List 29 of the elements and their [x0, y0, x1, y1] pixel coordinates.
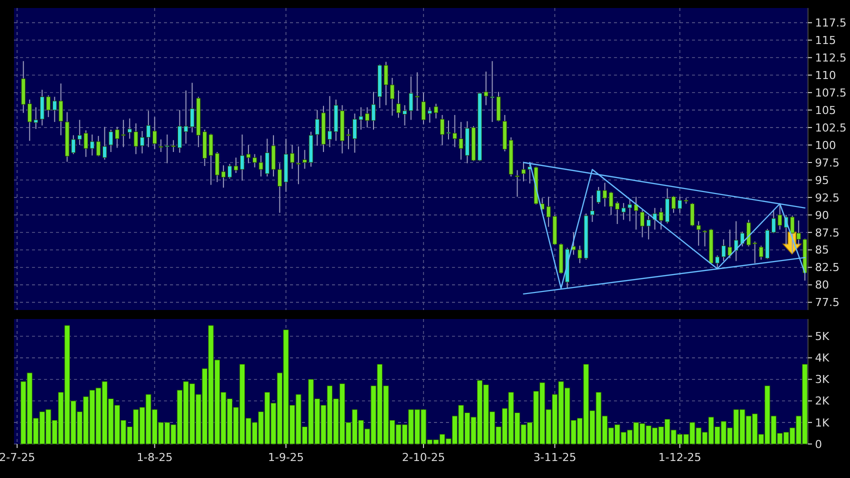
y-tick-label: 90 — [815, 208, 829, 222]
y-tick-label: 92.5 — [815, 191, 840, 204]
y-tick-label: 87.5 — [815, 226, 840, 240]
y-tick-label: 3K — [815, 373, 830, 386]
y-tick-label: 2K — [815, 394, 830, 408]
x-tick-label: 3-11-25 — [533, 451, 576, 464]
x-tick-label: 2-10-25 — [402, 451, 445, 464]
y-tick-label: 85 — [815, 244, 829, 257]
y-tick-label: 0 — [815, 438, 822, 451]
y-tick-label: 80 — [815, 278, 829, 292]
y-tick-label: 117.5 — [815, 16, 846, 30]
y-tick-label: 115 — [815, 34, 836, 48]
y-tick-label: 105 — [815, 104, 836, 117]
x-tick-label: 1-12-25 — [658, 451, 702, 464]
y-tick-label: 77.5 — [815, 296, 840, 310]
y-tick-label: 102.5 — [815, 121, 846, 134]
y-tick-label: 5K — [815, 330, 830, 344]
x-tick-label: 1-8-25 — [136, 451, 173, 464]
y-tick-label: 4K — [815, 352, 830, 365]
y-tick-label: 95 — [815, 174, 829, 187]
y-tick-label: 1K — [815, 416, 830, 430]
x-tick-label: 2-7-25 — [0, 451, 36, 464]
y-tick-label: 100 — [815, 138, 836, 152]
x-tick-label: 1-9-25 — [268, 451, 304, 464]
y-tick-label: 97.5 — [815, 156, 840, 170]
y-tick-label: 110 — [815, 68, 836, 82]
y-tick-label: 107.5 — [815, 86, 846, 100]
y-tick-label: 82.5 — [815, 261, 840, 274]
y-tick-label: 112.5 — [815, 51, 846, 64]
